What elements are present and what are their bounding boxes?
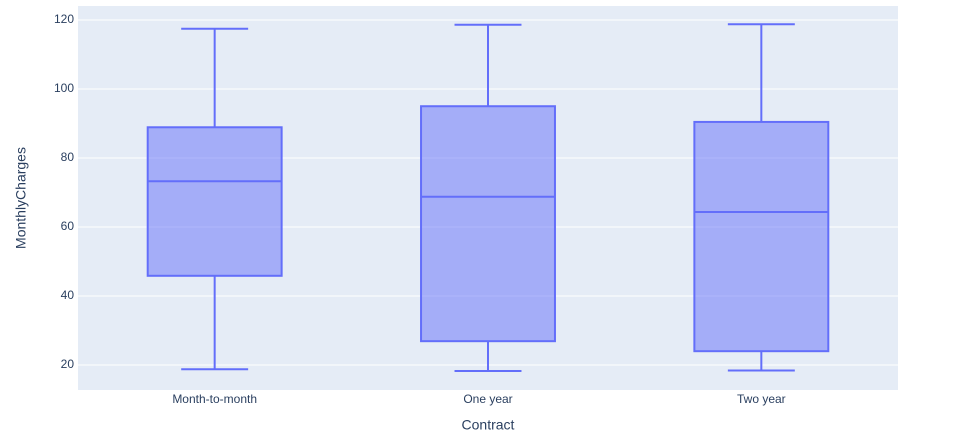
x-tick-label: One year xyxy=(463,392,512,406)
x-tick-label: Month-to-month xyxy=(172,392,257,406)
box xyxy=(693,120,830,353)
y-tick-label: 40 xyxy=(61,288,75,302)
x-tick-label: Two year xyxy=(737,392,786,406)
box xyxy=(420,105,556,343)
y-tick-label: 120 xyxy=(54,12,74,26)
y-tick-label: 80 xyxy=(61,150,75,164)
y-axis-title: MonthlyCharges xyxy=(13,147,29,249)
y-tick-label: 100 xyxy=(54,81,74,95)
x-axis-title: Contract xyxy=(462,417,515,433)
box xyxy=(146,126,283,277)
y-tick-label: 60 xyxy=(61,219,75,233)
y-tick-label: 20 xyxy=(61,357,75,371)
